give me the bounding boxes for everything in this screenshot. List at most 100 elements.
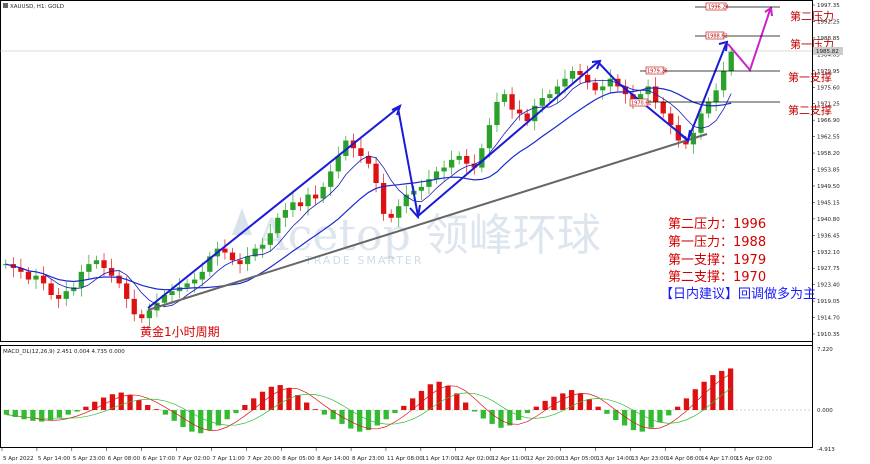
time-tick-label: 13 Apr 23:00: [631, 456, 667, 462]
macd-bar: [595, 406, 601, 410]
time-tick-label: 13 Apr 05:00: [561, 456, 597, 462]
candle-body: [584, 74, 591, 83]
candle-body: [192, 279, 198, 284]
arrow-head-4: [679, 129, 691, 143]
macd-bar: [304, 402, 310, 410]
macd-bar: [507, 410, 513, 426]
price-tick-label: 1914.70: [817, 316, 840, 322]
candle-body: [358, 148, 364, 156]
candle-body: [728, 51, 734, 72]
current-price-value: 1985.82: [816, 49, 839, 55]
candle-body: [698, 113, 704, 133]
time-tick-label: 11 Apr 17:00: [422, 456, 458, 462]
annotation-r2: 第二压力：1996: [668, 217, 766, 232]
price-tick-label: 1940.80: [817, 217, 840, 223]
watermark-text: Acetop 领峰环球: [255, 210, 601, 261]
time-tick-label: 8 Apr 05:00: [282, 456, 315, 462]
macd-bar: [109, 394, 116, 410]
candle-body: [516, 109, 523, 114]
price-tick-label: 1923.40: [817, 283, 840, 289]
candle-body: [562, 78, 568, 87]
macd-bar: [604, 410, 610, 414]
candle-body: [199, 271, 205, 280]
candle-body: [139, 314, 145, 319]
macd-bar: [39, 410, 45, 422]
macd-bar: [533, 406, 539, 410]
candle-body: [456, 155, 462, 160]
macd-bar: [242, 405, 248, 410]
candle-body: [312, 194, 319, 199]
macd-bar: [719, 370, 725, 410]
macd-bar: [83, 406, 89, 410]
time-tick-label: 15 Apr 02:00: [736, 456, 772, 462]
candle-body: [252, 248, 258, 257]
annotation-block: 第二压力：1996 第一压力：1988 第一支撑：1979 第二支撑：1970 …: [660, 217, 816, 302]
candle-body: [418, 186, 425, 191]
macd-bar: [383, 410, 389, 420]
macd-bar: [489, 410, 495, 424]
r1-box: 1988.62: [707, 34, 728, 40]
price-tick-label: 1945.15: [817, 200, 840, 206]
macd-bar: [560, 393, 566, 410]
price-tick-label: 1979.95: [817, 69, 840, 75]
time-tick-label: 7 Apr 11:00: [212, 456, 245, 462]
macd-bar: [136, 400, 142, 410]
symbol-label: XAUUSD, H1: GOLD: [10, 4, 64, 10]
candle-body: [592, 82, 598, 91]
macd-bar: [321, 410, 327, 415]
macd-bar: [189, 410, 195, 432]
macd-bar: [295, 395, 301, 410]
forecast-arrow-head: [764, 6, 773, 17]
ma-slow-line: [5, 87, 732, 291]
macd-bar: [401, 405, 407, 410]
annotation-r1: 第一压力：1988: [668, 235, 766, 250]
candle-body: [373, 163, 379, 184]
candle-body: [683, 140, 689, 145]
macd-bar: [471, 410, 478, 412]
price-tick-label: 1962.55: [817, 135, 840, 141]
macd-bar: [410, 398, 416, 410]
candle-body: [441, 167, 447, 172]
candle-body: [207, 256, 213, 272]
macd-bar: [613, 410, 619, 421]
candle-body: [297, 202, 304, 207]
candle-body: [320, 186, 326, 199]
macd-bar: [233, 410, 239, 414]
candle-body: [161, 295, 168, 303]
macd-bar: [3, 410, 10, 415]
time-tick-label: 11 Apr 08:00: [387, 456, 423, 462]
macd-bar: [710, 375, 716, 410]
time-tick-label: 12 Apr 11:00: [492, 456, 528, 462]
macd-bar: [12, 410, 18, 417]
candle-body: [713, 90, 719, 102]
price-tick-label: 1936.45: [817, 233, 840, 239]
candle-body: [547, 94, 553, 99]
candle-body: [509, 94, 515, 110]
macd-bar: [621, 410, 628, 426]
price-tick-label: 1919.05: [817, 299, 840, 305]
candle-body: [471, 163, 477, 168]
candle-body: [600, 86, 606, 91]
candle-body: [660, 101, 666, 114]
price-tick-label: 1971.25: [817, 102, 840, 108]
time-tick-label: 12 Apr 02:00: [457, 456, 493, 462]
main-chart-frame: [0, 0, 813, 342]
macd-bar: [206, 410, 213, 431]
candle-body: [101, 260, 107, 268]
annotation-s2: 第二支撑：1970: [668, 270, 766, 285]
macd-bar: [551, 396, 557, 410]
candle-body: [305, 194, 311, 207]
price-tick-label: 1949.50: [817, 184, 840, 190]
macd-bar: [215, 410, 222, 426]
macd-bar: [171, 410, 177, 421]
macd-bar: [251, 398, 257, 410]
watermark-subtext: TRADE SMARTER: [304, 254, 424, 267]
macd-bar: [480, 410, 486, 419]
candle-body: [607, 78, 613, 87]
macd-line-red: [6, 373, 731, 431]
price-tick-label: 1953.85: [817, 168, 840, 174]
macd-bar: [56, 410, 63, 418]
candle-body: [532, 105, 538, 122]
candle-body: [48, 283, 54, 296]
macd-bar: [586, 399, 592, 410]
